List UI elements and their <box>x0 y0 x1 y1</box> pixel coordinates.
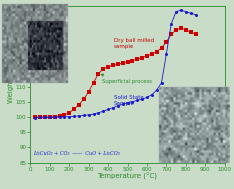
Text: Superficial process: Superficial process <box>101 74 152 84</box>
Y-axis label: Weight (%): Weight (%) <box>8 65 14 104</box>
Text: Solid State
Sample: Solid State Sample <box>114 95 144 106</box>
X-axis label: Temperature (°C): Temperature (°C) <box>98 173 157 180</box>
Text: Li₂CuO₂ + CO₂  ――  CuO + Li₂CO₃: Li₂CuO₂ + CO₂ ―― CuO + Li₂CO₃ <box>33 151 120 156</box>
Text: Dry ball milled
sample: Dry ball milled sample <box>114 38 154 49</box>
